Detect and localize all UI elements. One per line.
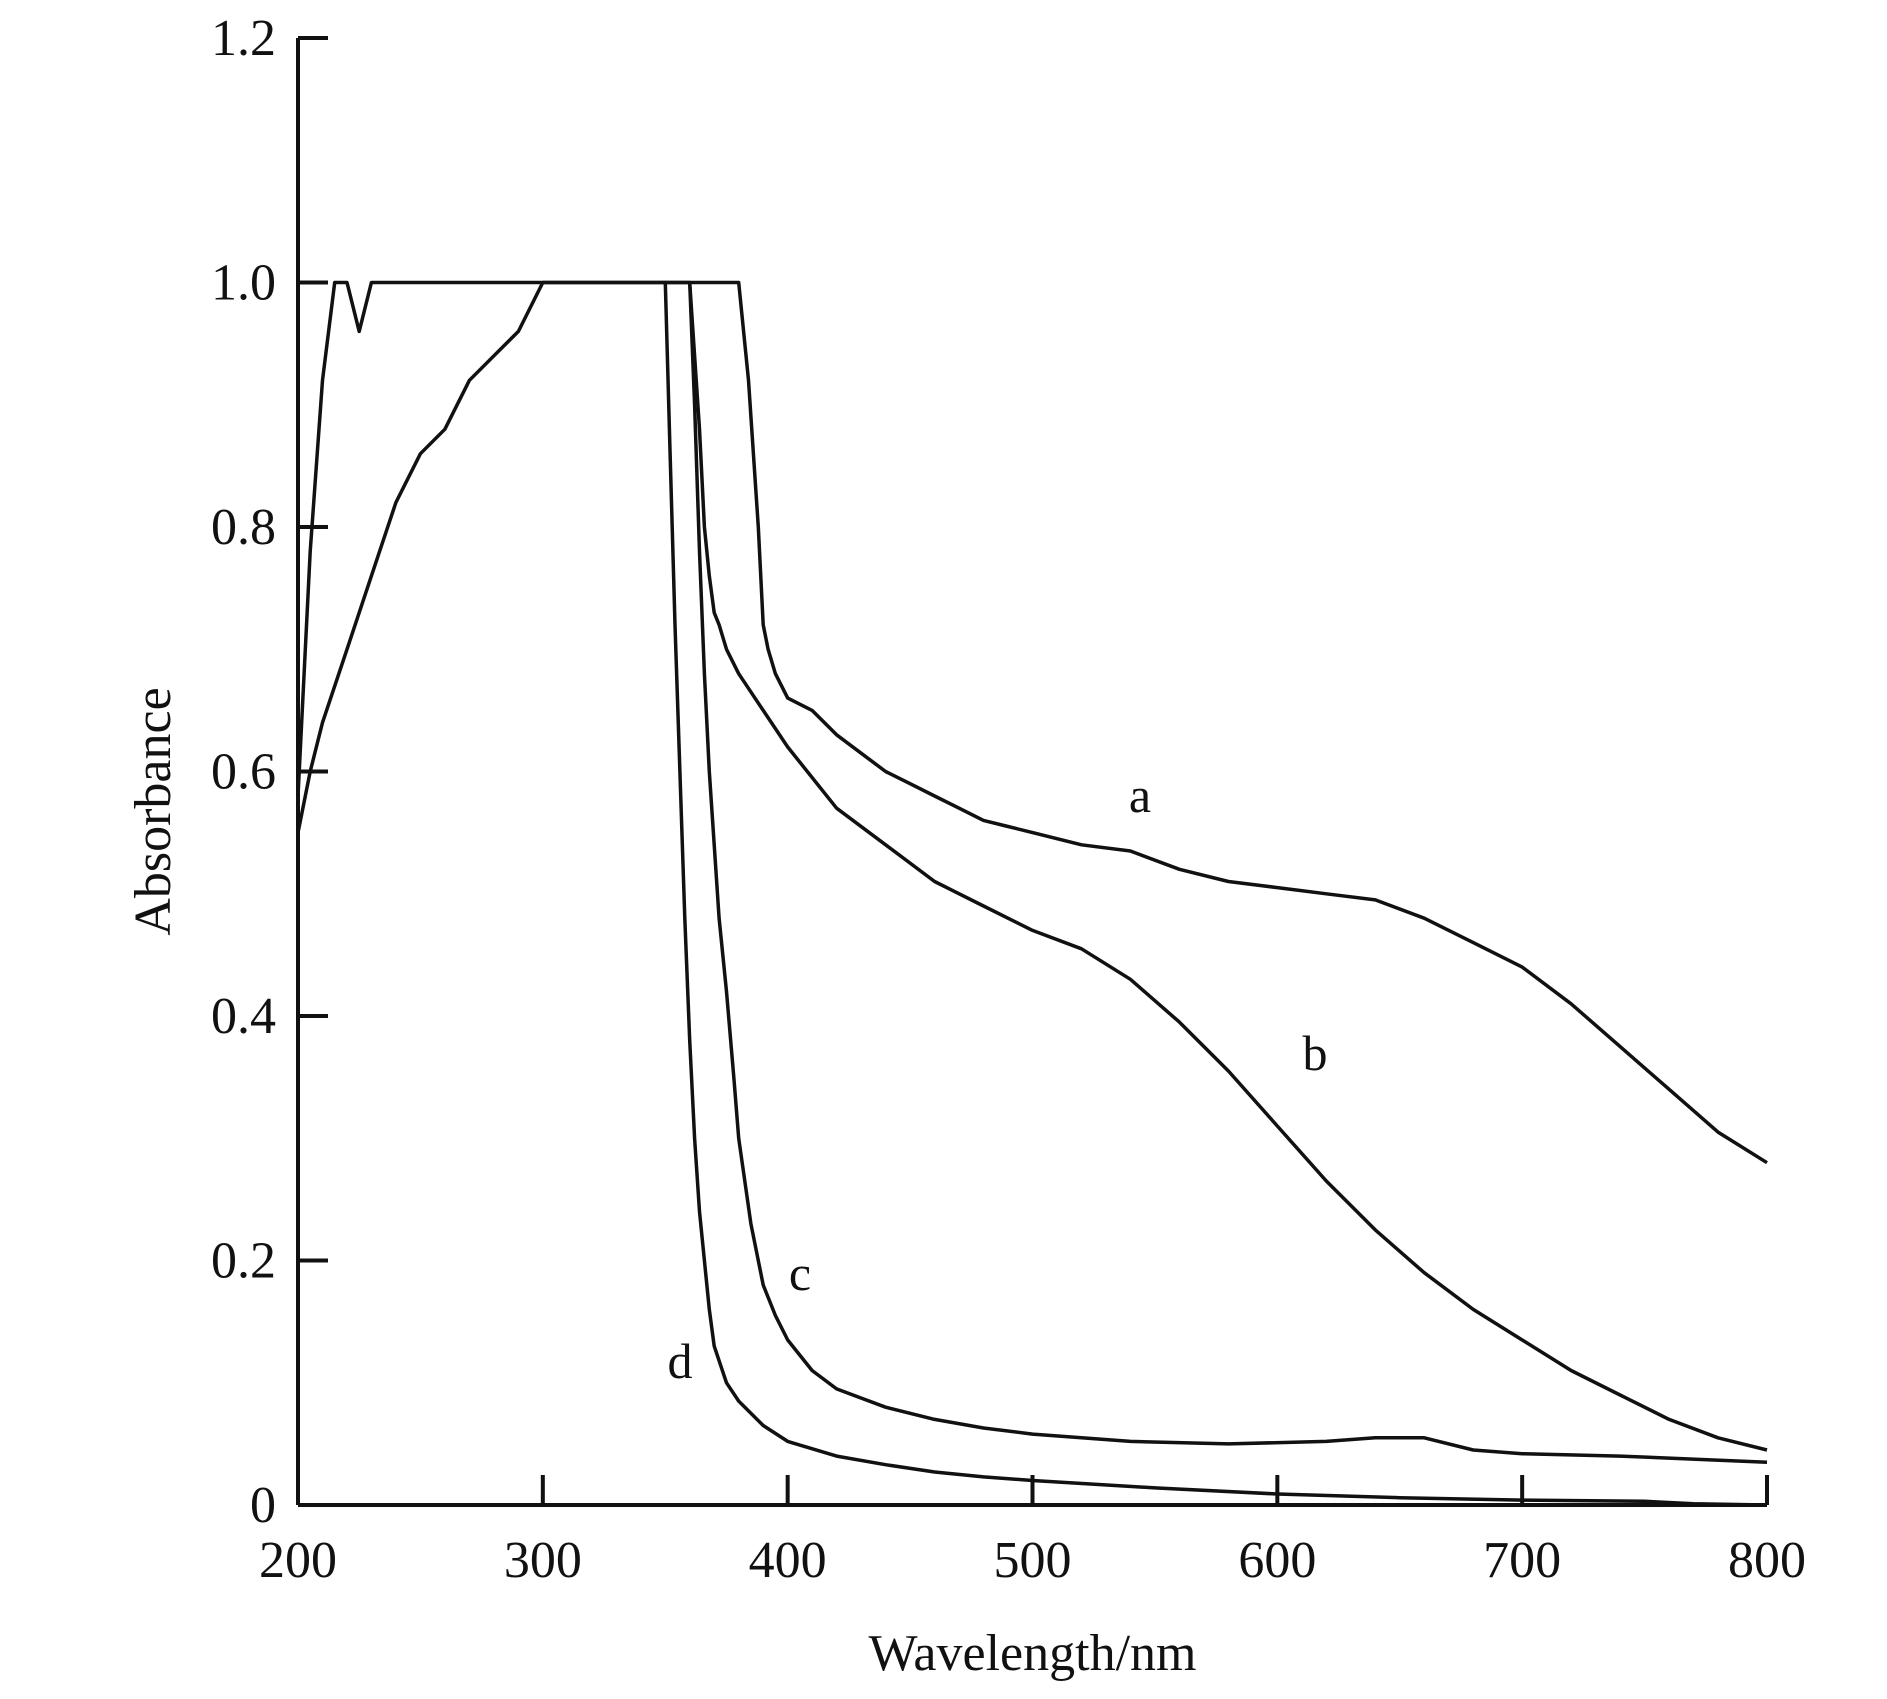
x-tick-label: 500 [994, 1532, 1072, 1589]
y-ticks: 0 0.2 0.4 0.6 0.8 1.0 1.2 [211, 10, 328, 1534]
x-tick-label: 700 [1483, 1532, 1561, 1589]
y-tick-label: 1.2 [211, 10, 276, 67]
curve-label-b: b [1303, 1025, 1328, 1081]
y-tick-label: 1.0 [211, 255, 276, 312]
x-axis-title: Wavelength/nm [869, 1625, 1197, 1682]
y-tick-label: 0 [250, 1477, 276, 1534]
x-tick-label: 800 [1728, 1532, 1806, 1589]
x-tick-label: 400 [749, 1532, 827, 1589]
series-group [296, 280, 1768, 1507]
series-line-b [296, 280, 1768, 1452]
x-tick-label: 200 [259, 1532, 337, 1589]
y-tick-label: 0.2 [211, 1233, 276, 1290]
curve-labels: a b c d [668, 767, 1328, 1389]
curve-label-a: a [1129, 767, 1151, 823]
x-ticks: 200 300 400 500 600 700 800 [259, 1475, 1806, 1589]
y-axis-title: Absorbance [125, 687, 182, 935]
curve-label-d: d [668, 1333, 693, 1389]
y-tick-label: 0.8 [211, 499, 276, 556]
series-line-a [296, 280, 1768, 1165]
y-tick-label: 0.4 [211, 988, 276, 1045]
x-tick-label: 300 [504, 1532, 582, 1589]
series-line-d [663, 282, 1768, 1507]
y-tick-label: 0.6 [211, 744, 276, 801]
curve-label-c: c [789, 1245, 811, 1301]
plot-area: 0 0.2 0.4 0.6 0.8 1.0 1.2 200 300 400 500 600 700 80… [211, 10, 1806, 1589]
x-tick-label: 600 [1238, 1532, 1316, 1589]
series-line-c [687, 282, 1768, 1464]
